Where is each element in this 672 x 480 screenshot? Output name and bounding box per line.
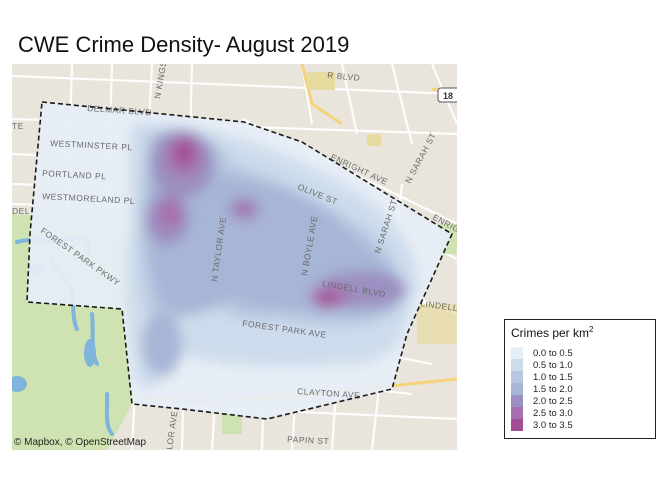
legend-label: 2.0 to 2.5 — [533, 395, 573, 407]
legend-label: 2.5 to 3.0 — [533, 407, 573, 419]
map-canvas: WESTMINSTER PL PORTLAND PL WESTMORELAND … — [12, 64, 457, 450]
legend-swatch — [511, 395, 523, 407]
park-lake — [12, 376, 27, 392]
legend-swatch — [511, 383, 523, 395]
route-number: 18 — [443, 91, 453, 101]
label-portland: PORTLAND PL — [42, 168, 107, 181]
legend-swatch — [511, 407, 523, 419]
density-layer — [27, 102, 452, 419]
legend-item: 0.5 to 1.0 — [511, 359, 573, 371]
map-attribution: © Mapbox, © OpenStreetMap — [14, 437, 147, 448]
legend-swatch — [511, 371, 523, 383]
legend-swatch — [511, 347, 523, 359]
label-left-top: TE — [12, 121, 24, 131]
label-clayton-ave: CLAYTON AVE — [297, 386, 361, 400]
park-lake — [84, 339, 96, 367]
legend-swatch — [511, 359, 523, 371]
label-westminster: WESTMINSTER PL — [50, 138, 133, 152]
crime-density-map[interactable]: WESTMINSTER PL PORTLAND PL WESTMORELAND … — [12, 64, 457, 450]
legend-item: 2.5 to 3.0 — [511, 407, 573, 419]
legend-label: 3.0 to 3.5 — [533, 419, 573, 431]
legend-item: 2.0 to 2.5 — [511, 395, 573, 407]
legend-label: 0.0 to 0.5 — [533, 347, 573, 359]
legend-swatch — [511, 419, 523, 431]
landuse-patch — [367, 134, 381, 146]
label-delmar-top: R BLVD — [327, 70, 361, 83]
legend-label: 0.5 to 1.0 — [533, 359, 573, 371]
density-legend: Crimes per km2 0.0 to 0.5 0.5 to 1.0 1.0… — [504, 319, 656, 439]
legend-label: 1.5 to 2.0 — [533, 383, 573, 395]
landuse-patch — [417, 304, 457, 344]
label-papin: PAPIN ST — [287, 434, 330, 446]
legend-item: 0.0 to 0.5 — [511, 347, 573, 359]
legend-label: 1.0 to 1.5 — [533, 371, 573, 383]
legend-item: 1.0 to 1.5 — [511, 371, 573, 383]
legend-title: Crimes per km2 — [511, 325, 594, 340]
label-westmoreland: WESTMORELAND PL — [42, 191, 135, 206]
label-delmar: DELMAR BLVD — [87, 103, 152, 118]
route-shield: 18 — [437, 87, 457, 103]
legend-item: 1.5 to 2.0 — [511, 383, 573, 395]
cwe-boundary — [26, 101, 454, 420]
map-title: CWE Crime Density- August 2019 — [18, 32, 350, 57]
legend-item: 3.0 to 3.5 — [511, 419, 573, 431]
landuse-patch — [222, 414, 242, 434]
label-left-mid: DEL — [12, 206, 30, 216]
landuse-patch — [307, 72, 335, 90]
